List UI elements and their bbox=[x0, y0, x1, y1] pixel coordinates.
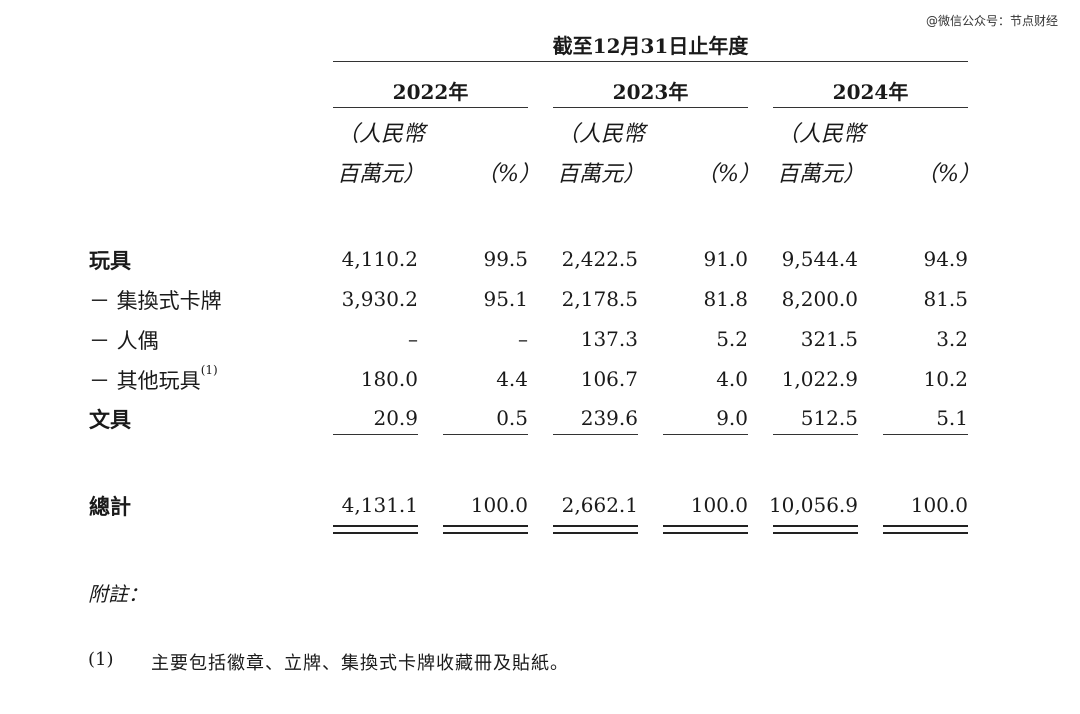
period-header-rule bbox=[333, 61, 968, 62]
table-cell: 4.0 bbox=[716, 367, 748, 391]
notes-title: 附註： bbox=[88, 582, 148, 606]
total-double-rule bbox=[883, 525, 968, 534]
table-cell: 95.1 bbox=[483, 287, 528, 311]
table-cell: 239.6 bbox=[580, 406, 638, 430]
row-label-trading-cards: － 集換式卡牌 bbox=[89, 289, 222, 313]
table-cell: 106.7 bbox=[580, 367, 638, 391]
table-cell: 3,930.2 bbox=[341, 287, 418, 311]
total-cell: 100.0 bbox=[690, 493, 748, 517]
year-header-2023: 2023年 bbox=[612, 80, 689, 104]
unit-currency-line1-2024: （人民幣 bbox=[777, 122, 866, 147]
table-cell: 81.8 bbox=[703, 287, 748, 311]
total-double-rule bbox=[553, 525, 638, 534]
table-cell: 20.9 bbox=[373, 406, 418, 430]
row-label-total: 總計 bbox=[89, 494, 131, 519]
total-double-rule bbox=[663, 525, 748, 534]
unit-currency-line2-2022: 百萬元） bbox=[337, 162, 426, 187]
row-label-stationery: 文具 bbox=[89, 407, 131, 432]
table-cell: 2,178.5 bbox=[561, 287, 638, 311]
table-cell: 5.2 bbox=[716, 327, 748, 351]
year-rule-2022 bbox=[333, 107, 528, 108]
table-cell: 0.5 bbox=[496, 406, 528, 430]
year-rule-2024 bbox=[773, 107, 968, 108]
table-cell: 9,544.4 bbox=[781, 247, 858, 271]
total-cell: 10,056.9 bbox=[768, 493, 858, 517]
subtotal-rule bbox=[333, 434, 418, 435]
table-cell: 512.5 bbox=[800, 406, 858, 430]
table-cell: – bbox=[408, 327, 418, 351]
row-label-other-toys: － 其他玩具(1) bbox=[89, 363, 218, 393]
unit-pct-2022: （%） bbox=[476, 162, 541, 187]
table-cell: 1,022.9 bbox=[781, 367, 858, 391]
total-cell: 4,131.1 bbox=[341, 493, 418, 517]
subtotal-rule bbox=[883, 434, 968, 435]
unit-pct-2023: （%） bbox=[696, 162, 761, 187]
total-double-rule bbox=[443, 525, 528, 534]
subtotal-rule bbox=[663, 434, 748, 435]
watermark-text: @微信公众号：节点财经 bbox=[925, 14, 1058, 28]
table-cell: 8,200.0 bbox=[781, 287, 858, 311]
table-cell: 2,422.5 bbox=[561, 247, 638, 271]
row-label-toys: 玩具 bbox=[89, 248, 131, 273]
table-cell: 94.9 bbox=[923, 247, 968, 271]
unit-currency-line1-2023: （人民幣 bbox=[557, 122, 646, 147]
table-cell: 81.5 bbox=[923, 287, 968, 311]
table-cell: 91.0 bbox=[703, 247, 748, 271]
period-header: 截至12月31日止年度 bbox=[552, 34, 749, 58]
subtotal-rule bbox=[553, 434, 638, 435]
table-cell: 9.0 bbox=[716, 406, 748, 430]
total-cell: 100.0 bbox=[910, 493, 968, 517]
table-cell: 3.2 bbox=[936, 327, 968, 351]
table-cell: 99.5 bbox=[483, 247, 528, 271]
table-cell: 10.2 bbox=[923, 367, 968, 391]
row-label-figures: － 人偶 bbox=[89, 329, 159, 353]
total-double-rule bbox=[773, 525, 858, 534]
table-cell: 321.5 bbox=[800, 327, 858, 351]
year-rule-2023 bbox=[553, 107, 748, 108]
table-cell: 4,110.2 bbox=[341, 247, 418, 271]
total-cell: 100.0 bbox=[470, 493, 528, 517]
table-cell: 4.4 bbox=[496, 367, 528, 391]
table-cell: 5.1 bbox=[936, 406, 968, 430]
footnote-marker: (1) bbox=[88, 649, 114, 670]
unit-currency-line2-2023: 百萬元） bbox=[557, 162, 646, 187]
subtotal-rule bbox=[773, 434, 858, 435]
total-cell: 2,662.1 bbox=[561, 493, 638, 517]
year-header-2024: 2024年 bbox=[832, 80, 909, 104]
table-cell: 180.0 bbox=[360, 367, 418, 391]
footnote-ref: (1) bbox=[200, 363, 218, 377]
table-cell: – bbox=[518, 327, 528, 351]
total-double-rule bbox=[333, 525, 418, 534]
year-header-2022: 2022年 bbox=[392, 80, 469, 104]
unit-pct-2024: （%） bbox=[916, 162, 981, 187]
table-cell: 137.3 bbox=[580, 327, 638, 351]
unit-currency-line1-2022: （人民幣 bbox=[337, 122, 426, 147]
footnote-text: 主要包括徽章、立牌、集換式卡牌收藏冊及貼紙。 bbox=[151, 653, 569, 674]
unit-currency-line2-2024: 百萬元） bbox=[777, 162, 866, 187]
subtotal-rule bbox=[443, 434, 528, 435]
